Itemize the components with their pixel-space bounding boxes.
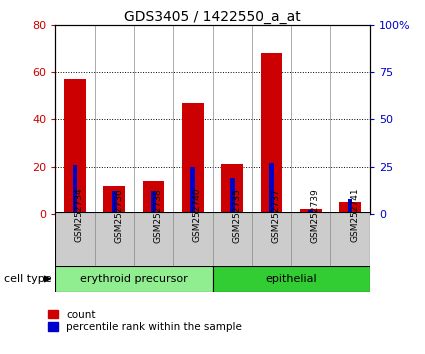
Bar bbox=[212, 212, 252, 267]
Text: GSM252739: GSM252739 bbox=[311, 188, 320, 242]
Bar bbox=[339, 202, 361, 214]
Bar bbox=[151, 192, 156, 214]
Legend: count, percentile rank within the sample: count, percentile rank within the sample bbox=[48, 310, 242, 332]
Text: GDS3405 / 1422550_a_at: GDS3405 / 1422550_a_at bbox=[124, 10, 301, 24]
Bar bbox=[64, 79, 86, 214]
Text: GSM252734: GSM252734 bbox=[75, 188, 84, 242]
Text: GSM252736: GSM252736 bbox=[114, 188, 123, 242]
Bar bbox=[291, 212, 331, 267]
Bar bbox=[212, 266, 370, 292]
Bar bbox=[55, 212, 94, 267]
Bar bbox=[112, 192, 116, 214]
Text: erythroid precursor: erythroid precursor bbox=[80, 274, 188, 284]
Bar bbox=[190, 167, 195, 214]
Bar bbox=[221, 165, 243, 214]
Bar bbox=[134, 212, 173, 267]
Bar bbox=[261, 53, 282, 214]
Bar bbox=[143, 181, 164, 214]
Bar bbox=[331, 212, 370, 267]
Bar bbox=[348, 199, 352, 214]
Text: epithelial: epithelial bbox=[265, 274, 317, 284]
Bar bbox=[73, 165, 77, 214]
Bar bbox=[300, 210, 322, 214]
Text: GSM252737: GSM252737 bbox=[272, 188, 280, 242]
Text: GSM252735: GSM252735 bbox=[232, 188, 241, 242]
Bar bbox=[252, 212, 291, 267]
Text: cell type: cell type bbox=[4, 274, 52, 284]
Bar bbox=[182, 103, 204, 214]
Text: GSM252738: GSM252738 bbox=[153, 188, 162, 242]
Bar bbox=[103, 186, 125, 214]
Bar bbox=[173, 212, 212, 267]
Text: GSM252741: GSM252741 bbox=[350, 188, 359, 242]
Bar bbox=[230, 178, 235, 214]
Bar bbox=[55, 266, 212, 292]
Bar bbox=[309, 210, 313, 214]
Text: GSM252740: GSM252740 bbox=[193, 188, 202, 242]
Bar bbox=[269, 163, 274, 214]
Bar bbox=[94, 212, 134, 267]
